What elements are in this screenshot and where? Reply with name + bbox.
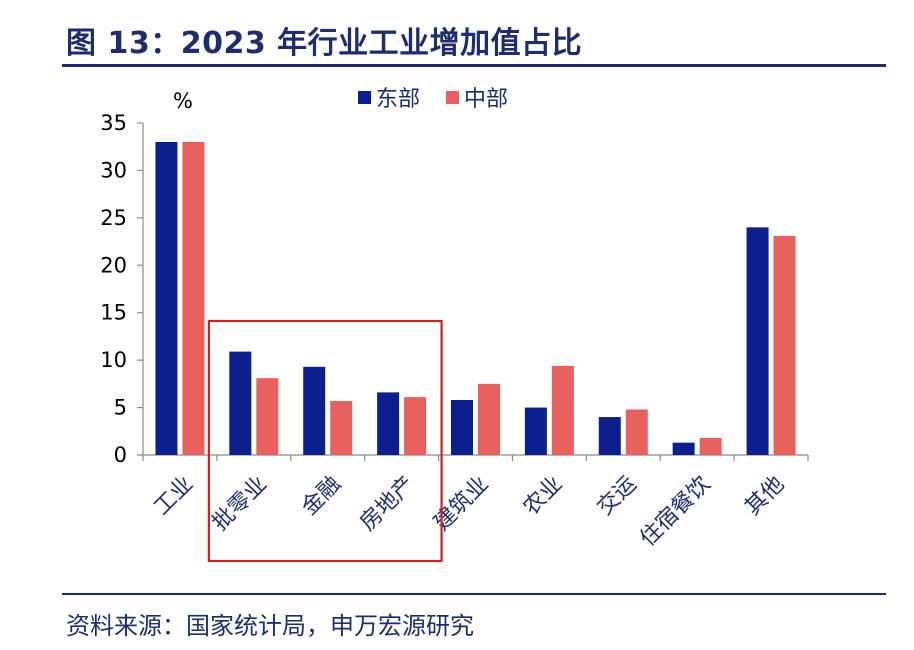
category-label: 交运 (593, 472, 642, 521)
y-tick-label: 35 (100, 111, 127, 135)
footer-divider (62, 593, 886, 595)
legend-label-east: 东部 (376, 87, 420, 112)
bar-east-1 (229, 351, 252, 455)
title-divider (62, 64, 886, 67)
bar-east-2 (303, 366, 326, 455)
bar-central-5 (551, 365, 574, 455)
bar-central-7 (699, 437, 722, 455)
legend-swatch-east (358, 91, 371, 104)
category-label: 其他 (740, 472, 789, 521)
bar-central-3 (404, 397, 427, 455)
y-tick-label: 20 (100, 253, 127, 277)
legend-swatch-central (446, 91, 459, 104)
bar-central-8 (773, 235, 796, 455)
category-label: 农业 (519, 472, 568, 521)
category-label: 工业 (149, 472, 198, 521)
y-tick-label: 15 (100, 301, 127, 325)
bar-central-2 (330, 400, 353, 455)
category-label: 住宿餐饮 (635, 472, 715, 552)
page-title: 图 13：2023 年行业工业增加值占比 (66, 26, 583, 61)
legend: 东部 中部 (358, 87, 508, 112)
highlight-box (207, 319, 443, 563)
category-label: 批零业 (208, 472, 272, 536)
highlight-rectangle (207, 319, 443, 563)
bar-central-1 (256, 378, 279, 455)
bar-east-5 (524, 407, 547, 455)
bar-series (155, 141, 796, 455)
category-label: 金融 (297, 472, 346, 521)
y-tick-label: 5 (114, 396, 127, 420)
bar-central-0 (182, 141, 205, 455)
bar-east-0 (155, 141, 178, 455)
source-note: 资料来源：国家统计局，申万宏源研究 (66, 612, 474, 640)
y-tick-label: 30 (100, 158, 127, 182)
bar-central-6 (625, 409, 648, 455)
bar-east-3 (377, 392, 400, 455)
category-label: 建筑业 (429, 472, 493, 536)
y-tick-label: 10 (100, 348, 127, 372)
x-axis (142, 454, 809, 461)
y-tick-label: 0 (114, 443, 127, 467)
y-tick-label: 25 (100, 206, 127, 230)
bar-east-6 (598, 417, 621, 455)
bar-east-7 (672, 442, 695, 455)
bar-east-8 (746, 227, 769, 455)
bar-east-4 (451, 399, 473, 455)
y-axis: 0 5 10 15 20 25 30 35 (100, 111, 144, 467)
y-unit-label: % (173, 89, 193, 113)
bar-central-4 (478, 383, 500, 455)
category-label: 房地产 (355, 472, 419, 536)
legend-label-central: 中部 (464, 87, 508, 112)
